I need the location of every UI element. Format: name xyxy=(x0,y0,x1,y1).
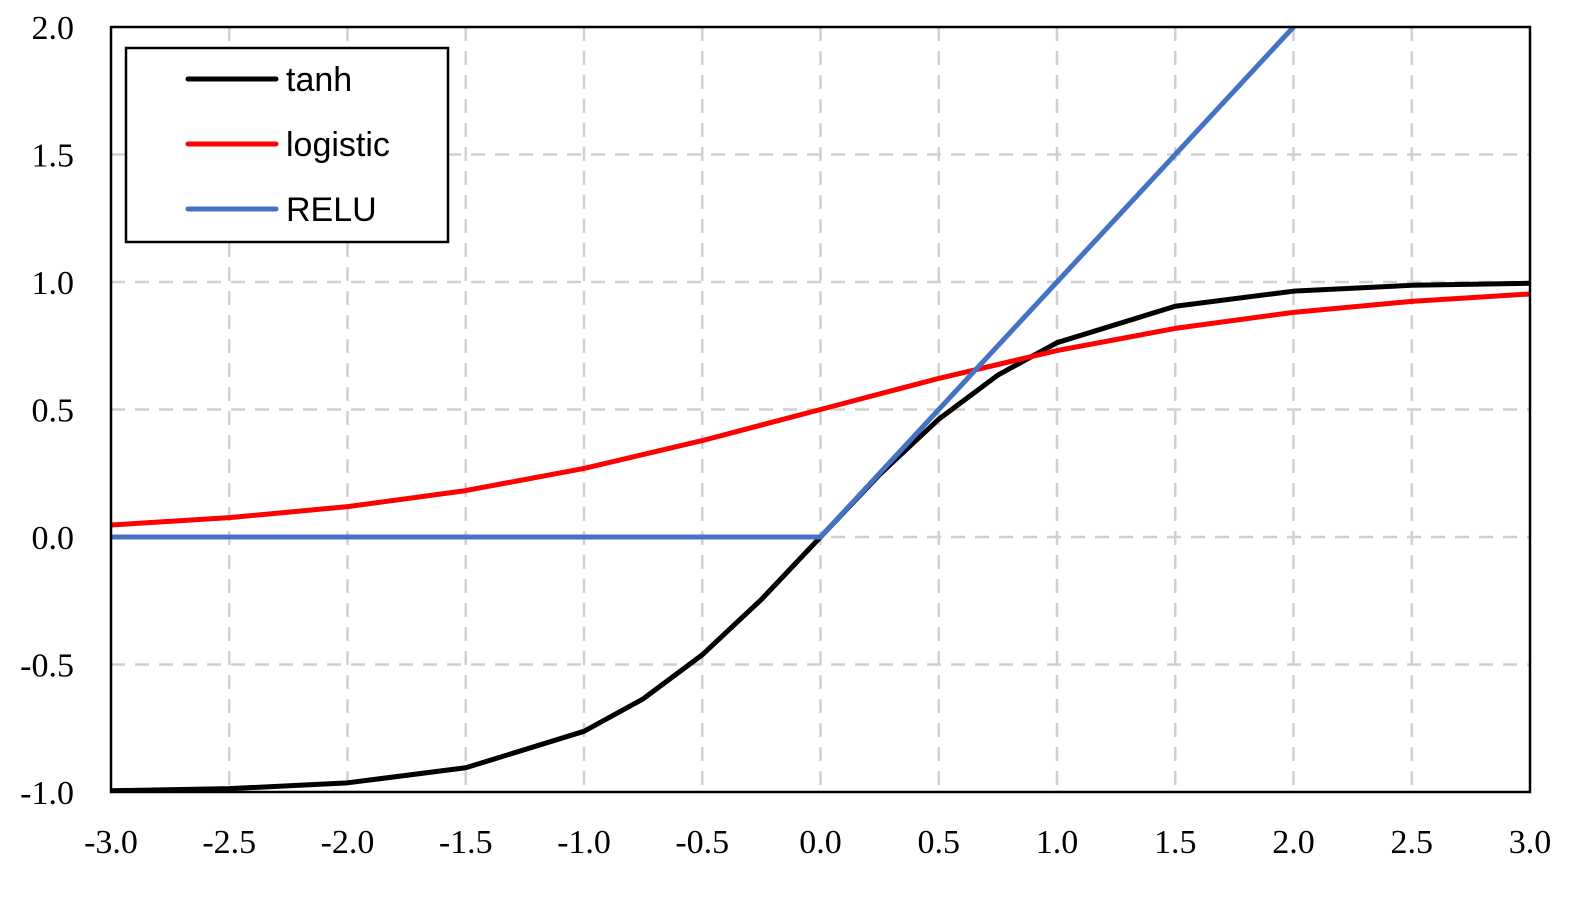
y-tick-label: 1.0 xyxy=(32,265,75,302)
plot-frame xyxy=(109,25,1532,794)
x-tick-label: 3.0 xyxy=(1509,824,1552,861)
series-line-relu xyxy=(111,27,1296,540)
y-tick-label: -0.5 xyxy=(20,648,74,685)
x-tick-label: 0.0 xyxy=(799,824,842,861)
x-tick-label: -0.5 xyxy=(675,824,729,861)
y-tick-label: -1.0 xyxy=(20,775,74,812)
y-tick-label: 1.5 xyxy=(32,138,75,175)
y-tick-label: 0.5 xyxy=(32,393,75,430)
x-tick-label: -2.5 xyxy=(202,824,256,861)
x-tick-label: 1.0 xyxy=(1036,824,1079,861)
y-axis-tick-labels: -1.0 -0.5 0.0 0.5 1.0 1.5 2.0 xyxy=(20,10,74,812)
series-layer xyxy=(111,27,1530,792)
x-tick-label: 2.0 xyxy=(1272,824,1315,861)
legend: tanh logistic RELU xyxy=(124,46,450,244)
x-tick-label: -1.5 xyxy=(439,824,493,861)
y-tick-label: 2.0 xyxy=(32,10,75,47)
legend-label-tanh: tanh xyxy=(286,61,352,99)
y-tick-label: 0.0 xyxy=(32,520,75,557)
legend-label-relu: RELU xyxy=(286,191,377,229)
series-line-logistic xyxy=(111,291,1530,528)
x-tick-label: -1.0 xyxy=(557,824,611,861)
x-tick-label: 0.5 xyxy=(918,824,961,861)
x-tick-label: 2.5 xyxy=(1391,824,1434,861)
x-tick-label: 1.5 xyxy=(1154,824,1197,861)
x-tick-label: -3.0 xyxy=(84,824,138,861)
x-axis-tick-labels: -3.0 -2.5 -2.0 -1.5 -1.0 -0.5 0.0 0.5 1.0 1.5 2.0 2… xyxy=(84,824,1551,861)
x-tick-label: -2.0 xyxy=(321,824,375,861)
legend-box xyxy=(124,46,450,244)
legend-label-logistic: logistic xyxy=(286,126,390,164)
